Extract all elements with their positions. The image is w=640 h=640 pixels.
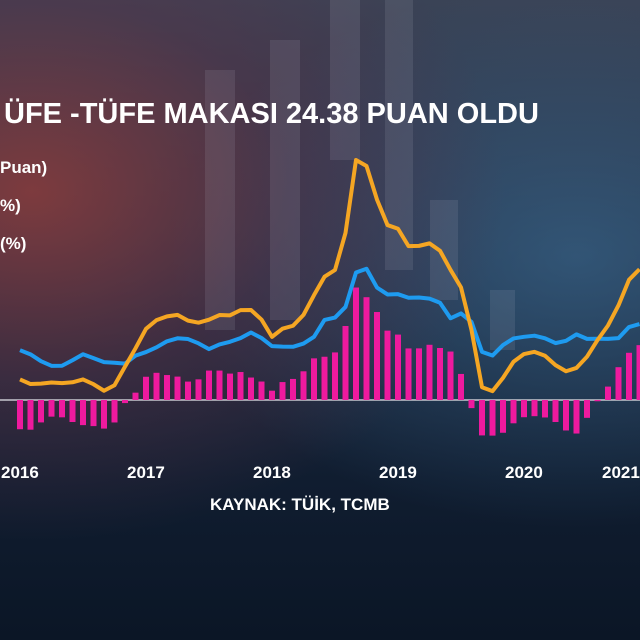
difference-bar	[59, 400, 65, 418]
difference-bar	[111, 400, 118, 423]
difference-bar	[227, 373, 233, 400]
background-decoration	[430, 200, 458, 300]
difference-bar	[552, 400, 559, 422]
difference-bar	[500, 400, 506, 433]
difference-bar	[479, 400, 485, 436]
legend-item-tufe: %)	[0, 196, 21, 215]
x-tick-label: 2021	[602, 463, 640, 482]
difference-bar	[237, 372, 244, 400]
difference-bar	[521, 400, 527, 418]
difference-bar	[143, 376, 149, 400]
difference-bar	[405, 348, 412, 400]
difference-bar	[374, 312, 380, 400]
difference-bar	[626, 352, 632, 400]
difference-bar	[69, 400, 76, 422]
difference-bar	[458, 373, 464, 400]
difference-bar	[563, 400, 569, 431]
difference-bar	[531, 400, 538, 417]
x-tick-label: 2017	[127, 463, 165, 482]
difference-bar	[27, 400, 34, 430]
difference-bar	[510, 400, 517, 424]
difference-bar	[206, 370, 212, 400]
x-tick-label: 2016	[1, 463, 39, 482]
difference-bar	[216, 370, 223, 400]
difference-bar	[342, 326, 349, 400]
difference-bar	[258, 381, 265, 400]
difference-bar	[573, 400, 580, 434]
difference-bar	[542, 400, 548, 418]
difference-bar	[594, 400, 601, 402]
difference-bar	[489, 400, 496, 436]
difference-bar	[363, 297, 370, 400]
difference-bar	[101, 400, 107, 429]
x-tick-label: 2020	[505, 463, 543, 482]
difference-bar	[164, 375, 170, 400]
difference-bar	[185, 381, 191, 400]
difference-bar	[332, 352, 338, 400]
difference-bar	[416, 348, 422, 400]
difference-bar	[38, 400, 44, 423]
difference-bar	[300, 371, 307, 400]
difference-bar	[605, 386, 611, 400]
difference-bar	[426, 344, 433, 400]
difference-bar	[321, 356, 328, 400]
difference-bar	[584, 400, 590, 418]
difference-bar	[353, 287, 359, 400]
legend-item-difference: Puan)	[0, 158, 48, 177]
difference-bar	[48, 400, 55, 417]
background-decoration	[205, 70, 235, 330]
x-tick-label: 2019	[379, 463, 417, 482]
ufe-line	[19, 158, 640, 394]
difference-bar	[17, 400, 23, 430]
difference-bar	[395, 334, 401, 400]
difference-bar	[248, 377, 254, 400]
legend-item-ufe: (%)	[0, 234, 27, 253]
chart-title: ÜFE -TÜFE MAKASI 24.38 PUAN OLDU	[4, 98, 539, 130]
difference-bar	[437, 348, 443, 400]
difference-bar	[384, 330, 391, 400]
difference-bar	[311, 358, 317, 400]
difference-bar	[447, 351, 454, 400]
difference-bar	[90, 400, 97, 427]
background-decoration	[270, 40, 300, 320]
difference-bar	[122, 400, 128, 404]
difference-bar	[279, 382, 286, 400]
difference-bar	[269, 390, 275, 400]
difference-bar	[290, 378, 296, 400]
difference-bar	[132, 392, 139, 400]
difference-bar	[195, 379, 202, 400]
x-tick-label: 2018	[253, 463, 291, 482]
difference-bar	[80, 400, 86, 426]
difference-bar	[636, 345, 640, 400]
difference-bar	[174, 376, 181, 400]
difference-bar	[615, 367, 622, 400]
source-note: KAYNAK: TÜİK, TCMB	[210, 495, 390, 514]
difference-bar	[468, 400, 475, 409]
background-decoration	[330, 0, 360, 160]
difference-bar	[153, 372, 160, 400]
tufe-line	[19, 266, 640, 368]
